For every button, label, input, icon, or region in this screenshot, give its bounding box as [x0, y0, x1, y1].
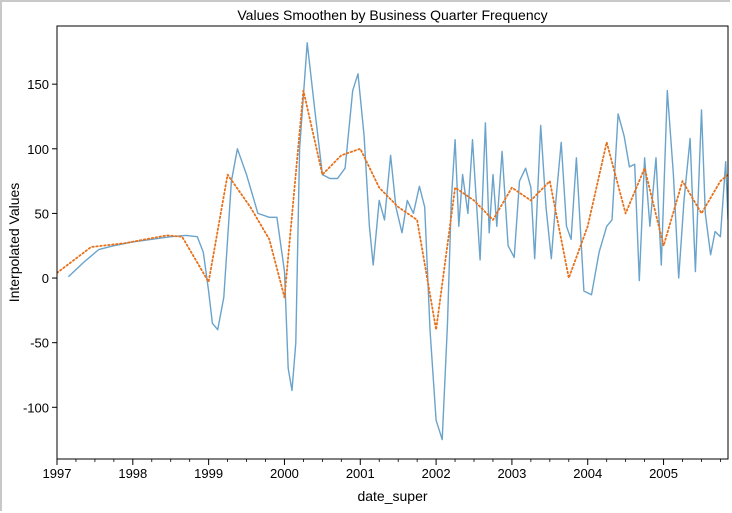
x-tick-label: 2005 [649, 466, 678, 481]
x-tick-label: 1997 [43, 466, 72, 481]
x-tick-label: 1999 [194, 466, 223, 481]
x-axis-label: date_super [357, 488, 427, 504]
x-tick-label: 2003 [497, 466, 526, 481]
y-tick-label: -100 [23, 400, 49, 415]
y-tick-label: 50 [35, 206, 49, 221]
y-tick-label: 0 [42, 271, 49, 286]
chart-title: Values Smoothen by Business Quarter Freq… [237, 7, 547, 23]
plot-frame [56, 25, 729, 460]
x-tick-label: 2001 [346, 466, 375, 481]
y-tick-label: -50 [30, 336, 49, 351]
y-tick-label: 100 [27, 142, 49, 157]
plot-area: 1997 1998 1999 2000 2001 2002 2003 2004 2005 -100… [23, 25, 729, 481]
x-tick-label: 1998 [118, 466, 147, 481]
x-tick-label: 2004 [573, 466, 602, 481]
y-axis-label: Interpolated Values [6, 183, 22, 303]
series-line-1 [67, 42, 728, 441]
x-tick-label: 2002 [422, 466, 451, 481]
x-tick-label: 2000 [270, 466, 299, 481]
series-line-2 [57, 89, 728, 331]
y-tick-label: 150 [27, 77, 49, 92]
